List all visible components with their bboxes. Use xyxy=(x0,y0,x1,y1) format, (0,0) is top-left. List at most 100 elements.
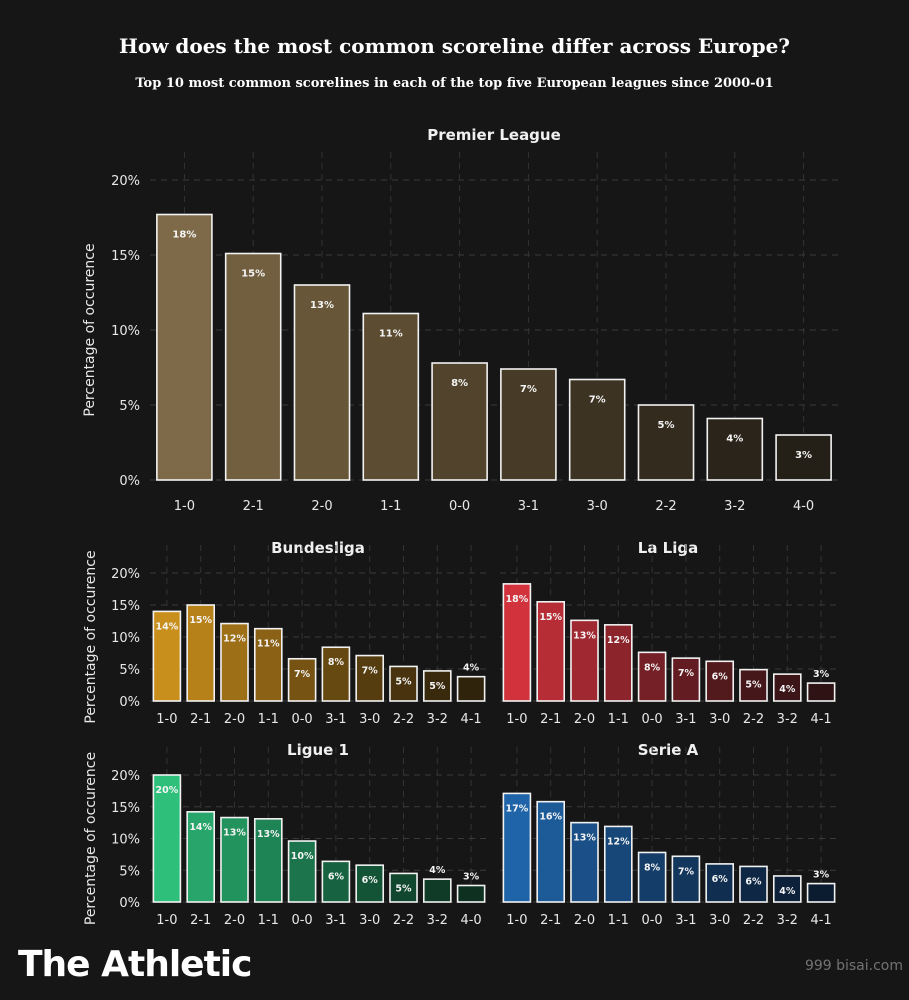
x-tick-label: 3-0 xyxy=(709,712,730,727)
bar-1-0 xyxy=(152,774,182,903)
x-tick-label: 4-0 xyxy=(460,913,481,928)
bar-value-label: 8% xyxy=(451,378,468,389)
bar-value-label: 18% xyxy=(172,230,196,241)
chart-panel-0: Premier League 0% 5% 10% 15% 20% Percentage of… xyxy=(82,126,838,514)
panel-title: Ligue 1 xyxy=(287,741,349,759)
bar-value-label: 7% xyxy=(294,669,311,680)
x-tick-label: 2-0 xyxy=(224,712,245,727)
x-tick-label: 0-0 xyxy=(641,913,662,928)
brand-logo: The Athletic xyxy=(18,944,252,985)
y-tick-label: 15% xyxy=(111,801,140,816)
bar-value-label: 12% xyxy=(607,836,630,847)
x-tick-label: 1-0 xyxy=(174,499,195,514)
bar-value-label: 7% xyxy=(589,395,606,406)
bar-value-label: 5% xyxy=(395,883,412,894)
x-tick-label: 2-1 xyxy=(540,712,561,727)
bar-value-label: 15% xyxy=(539,612,562,623)
x-tick-label: 3-1 xyxy=(675,913,696,928)
x-tick-label: 4-1 xyxy=(460,712,481,727)
bar-2-1 xyxy=(536,600,566,702)
bar-value-label: 13% xyxy=(223,828,246,839)
bar-value-label: 15% xyxy=(189,615,212,626)
bar-value-label: 16% xyxy=(539,812,562,823)
bar-1-0 xyxy=(152,610,182,702)
bar-value-label: 18% xyxy=(506,594,529,605)
bar-value-label: 4% xyxy=(779,684,796,695)
bar-4-0 xyxy=(456,884,486,903)
bar-value-label: 8% xyxy=(644,662,661,673)
bar-value-label: 10% xyxy=(291,851,314,862)
bar-value-label: 11% xyxy=(257,639,280,650)
bar-value-label: 5% xyxy=(658,420,675,431)
x-tick-label: 2-2 xyxy=(393,913,414,928)
bar-4-1 xyxy=(456,675,486,702)
y-tick-label: 15% xyxy=(111,599,140,614)
bar-2-2 xyxy=(389,872,418,903)
bar-value-label: 3% xyxy=(813,870,830,881)
bar-3-1 xyxy=(671,657,701,702)
x-tick-label: 0-0 xyxy=(449,499,470,514)
bar-1-0 xyxy=(502,583,532,702)
bar-2-1 xyxy=(186,604,216,702)
bar-value-label: 17% xyxy=(506,803,529,814)
bar-value-label: 6% xyxy=(328,871,345,882)
y-tick-label: 10% xyxy=(111,324,140,339)
bar-1-1 xyxy=(603,624,633,702)
bar-0-0 xyxy=(287,840,317,903)
bar-value-label: 3% xyxy=(795,450,812,461)
x-tick-label: 2-1 xyxy=(540,913,561,928)
x-tick-label: 2-2 xyxy=(743,913,764,928)
y-tick-label: 10% xyxy=(111,631,140,646)
y-tick-label: 5% xyxy=(119,399,140,414)
x-tick-label: 2-2 xyxy=(743,712,764,727)
x-tick-label: 2-0 xyxy=(224,913,245,928)
panel-title: La Liga xyxy=(638,539,698,557)
x-tick-label: 2-1 xyxy=(190,712,211,727)
bar-value-label: 11% xyxy=(379,329,403,340)
x-tick-label: 4-1 xyxy=(810,913,831,928)
x-tick-label: 2-0 xyxy=(574,913,595,928)
bar-value-label: 6% xyxy=(745,876,762,887)
bar-3-1 xyxy=(321,860,351,903)
chart-title: How does the most common scoreline diffe… xyxy=(118,34,791,58)
x-tick-label: 3-2 xyxy=(777,913,798,928)
y-tick-label: 20% xyxy=(111,769,140,784)
panel-title: Bundesliga xyxy=(271,539,365,557)
bar-value-label: 6% xyxy=(712,671,729,682)
bar-0-0 xyxy=(287,657,317,702)
y-tick-label: 15% xyxy=(111,249,140,264)
x-tick-label: 2-1 xyxy=(190,913,211,928)
bar-value-label: 13% xyxy=(310,300,334,311)
panel-title: Premier League xyxy=(427,126,561,144)
bar-1-1 xyxy=(362,312,420,481)
bar-1-1 xyxy=(253,818,283,903)
bar-3-2 xyxy=(422,878,452,903)
y-tick-label: 10% xyxy=(111,833,140,848)
x-tick-label: 3-2 xyxy=(427,913,448,928)
x-tick-label: 3-2 xyxy=(427,712,448,727)
bar-4-0 xyxy=(775,434,832,481)
x-tick-label: 3-0 xyxy=(359,712,380,727)
x-tick-label: 3-2 xyxy=(777,712,798,727)
chart-panel-4: Serie A 17% 1-0 16% 2-1 13% 2-0 12% 1-1 8% 0-0 7% 3-… xyxy=(500,741,838,928)
chart-subtitle: Top 10 most common scorelines in each of… xyxy=(135,76,774,91)
bar-2-0 xyxy=(220,622,249,702)
bar-value-label: 5% xyxy=(429,681,446,692)
bar-3-0 xyxy=(568,378,626,481)
bar-3-0 xyxy=(705,660,735,702)
x-tick-label: 1-1 xyxy=(608,913,629,928)
x-tick-label: 3-1 xyxy=(325,913,346,928)
bar-3-0 xyxy=(355,864,385,903)
bar-value-label: 20% xyxy=(156,785,179,796)
bar-3-1 xyxy=(321,646,351,702)
x-tick-label: 2-0 xyxy=(311,499,332,514)
x-tick-label: 1-0 xyxy=(156,712,177,727)
bar-value-label: 6% xyxy=(362,875,379,886)
bar-value-label: 7% xyxy=(678,866,695,877)
x-tick-label: 2-0 xyxy=(574,712,595,727)
y-tick-label: 20% xyxy=(111,567,140,582)
x-tick-label: 1-1 xyxy=(258,913,279,928)
bar-value-label: 7% xyxy=(362,666,379,677)
bar-value-label: 4% xyxy=(429,865,446,876)
x-tick-label: 0-0 xyxy=(641,712,662,727)
